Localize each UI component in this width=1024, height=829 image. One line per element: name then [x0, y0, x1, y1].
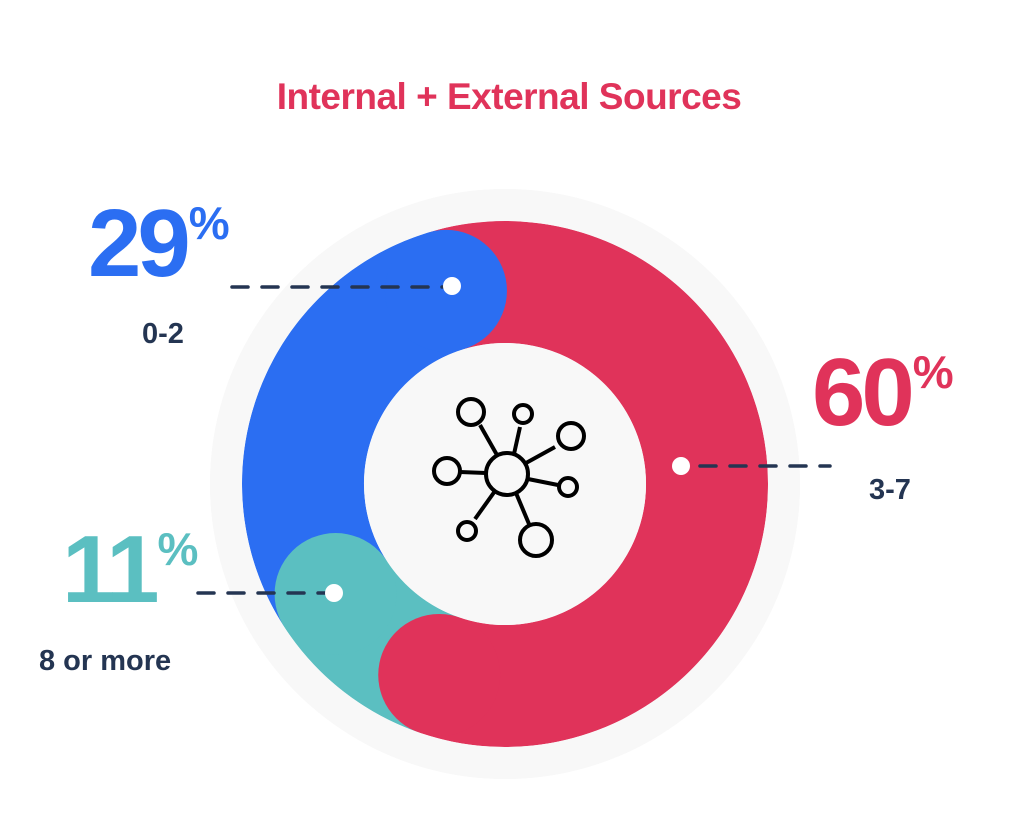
percent-value: 11 — [62, 516, 160, 623]
percent-label-3-7: 60% — [812, 345, 954, 441]
segment-red-cap — [378, 613, 501, 736]
category-label-8-or-more: 8 or more — [39, 645, 172, 677]
chart-title: Internal + External Sources — [276, 76, 742, 117]
marker-dot-red — [672, 457, 690, 475]
percent-label-8-or-more: 11% — [62, 522, 198, 618]
percent-label-0-2: 29% — [88, 196, 230, 292]
segment-red-3-7 — [419, 221, 768, 747]
percent-value: 29 — [88, 190, 191, 297]
percent-sign: % — [912, 346, 954, 398]
percent-sign: % — [157, 523, 199, 575]
donut-hole — [364, 343, 646, 625]
network-hub-icon — [432, 397, 586, 558]
category-label-3-7: 3-7 — [869, 474, 911, 506]
marker-dot-teal — [325, 584, 343, 602]
category-label-0-2: 0-2 — [142, 318, 184, 350]
marker-dot-blue — [443, 277, 461, 295]
percent-value: 60 — [812, 339, 915, 446]
percent-sign: % — [188, 197, 230, 249]
